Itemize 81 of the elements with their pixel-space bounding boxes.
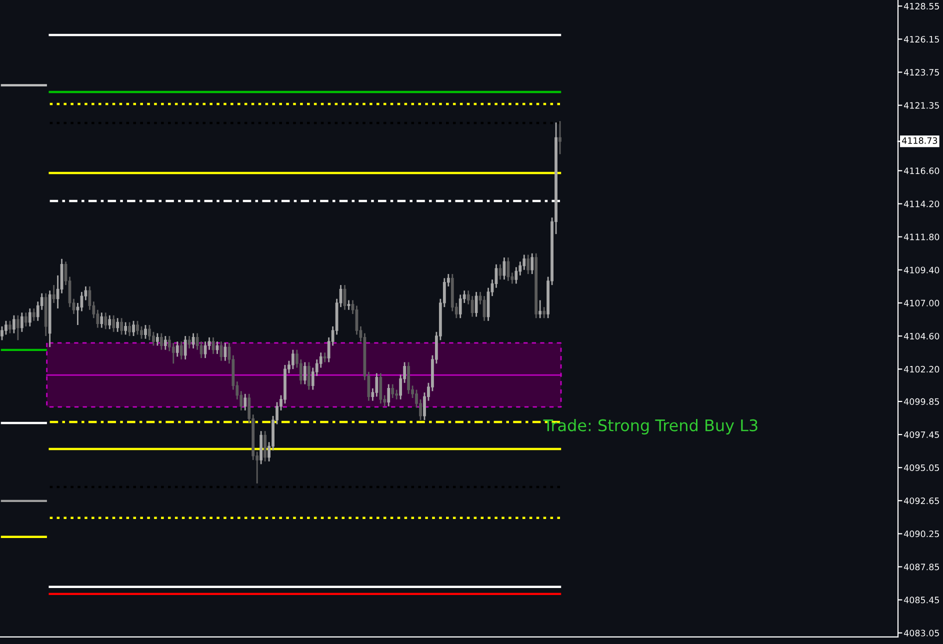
y-tick-label: 4123.75 bbox=[904, 69, 939, 76]
candlestick bbox=[391, 384, 394, 399]
candlestick bbox=[156, 332, 159, 346]
candlestick bbox=[208, 336, 211, 350]
candlestick bbox=[24, 312, 28, 328]
candlestick bbox=[148, 324, 151, 341]
y-tick-label: 4114.20 bbox=[904, 200, 940, 208]
candlestick bbox=[100, 312, 104, 328]
candlestick bbox=[303, 362, 306, 385]
candlestick bbox=[112, 314, 116, 333]
candlestick bbox=[16, 314, 20, 341]
candlestick bbox=[224, 342, 227, 362]
candlestick bbox=[506, 256, 510, 282]
candlestick bbox=[319, 352, 322, 368]
candlestick bbox=[176, 340, 179, 358]
candlestick bbox=[4, 320, 8, 336]
candlestick bbox=[375, 372, 378, 398]
y-tick-label: 4083.05 bbox=[904, 630, 939, 636]
candlestick bbox=[470, 295, 474, 318]
candlestick bbox=[184, 335, 187, 360]
candlestick bbox=[160, 332, 163, 350]
candlestick bbox=[542, 306, 546, 319]
y-tick-label: 4104.60 bbox=[904, 332, 940, 340]
candlestick bbox=[379, 372, 382, 404]
candlestick bbox=[20, 312, 24, 333]
candlestick bbox=[80, 291, 84, 312]
candlestick bbox=[32, 308, 36, 322]
candlestick bbox=[292, 349, 294, 370]
candlestick bbox=[530, 252, 534, 275]
candlestick bbox=[347, 300, 350, 311]
candlestick bbox=[558, 120, 562, 155]
candlestick bbox=[104, 312, 108, 330]
annotation: Trade: Strong Trend Buy L3 bbox=[543, 419, 758, 434]
candlestick bbox=[538, 300, 542, 319]
candlestick bbox=[136, 320, 139, 336]
candlestick bbox=[387, 384, 390, 407]
candlestick bbox=[514, 266, 518, 284]
candlestick bbox=[124, 322, 127, 336]
candlestick bbox=[307, 362, 310, 390]
y-tick-label: 4102.20 bbox=[904, 366, 940, 373]
candlestick bbox=[132, 320, 135, 337]
y-tick-label: 4090.25 bbox=[904, 530, 939, 538]
candlestick bbox=[164, 335, 167, 350]
y-tick-label: 4116.60 bbox=[904, 168, 940, 174]
candlestick bbox=[128, 322, 131, 337]
candlestick bbox=[172, 342, 175, 364]
y-tick-label: 4111.80 bbox=[904, 234, 940, 240]
candlestick bbox=[526, 254, 530, 275]
candlestick bbox=[188, 335, 191, 350]
y-tick-label: 4087.85 bbox=[904, 564, 939, 570]
candlestick bbox=[8, 320, 12, 334]
candlestick bbox=[140, 326, 143, 340]
y-tick-label: 4121.35 bbox=[904, 102, 939, 109]
candlestick bbox=[88, 286, 92, 311]
candlestick bbox=[264, 430, 266, 462]
candlestick bbox=[180, 340, 183, 360]
candlestick bbox=[244, 393, 247, 412]
candlestick bbox=[108, 314, 112, 330]
y-tick-label: 4109.40 bbox=[904, 266, 940, 274]
y-tick-label: 4085.45 bbox=[904, 596, 939, 604]
candlestick bbox=[0, 326, 4, 341]
y-tick-label: 4107.00 bbox=[904, 300, 940, 306]
ref-line-label: 4118.73 bbox=[902, 137, 938, 144]
y-tick-label: 4126.15 bbox=[904, 36, 939, 43]
y-tick-label: 4092.65 bbox=[904, 497, 939, 504]
candlestick bbox=[116, 317, 120, 333]
y-tick-label: 4128.55 bbox=[904, 2, 939, 10]
y-tick-label: 4099.85 bbox=[904, 398, 939, 405]
candlestick bbox=[192, 332, 195, 350]
candlestick bbox=[120, 317, 124, 336]
candlestick bbox=[152, 331, 155, 346]
candlestick bbox=[323, 352, 326, 363]
candlestick bbox=[407, 362, 410, 395]
candlestick bbox=[144, 324, 147, 340]
candlestick bbox=[52, 284, 56, 304]
candlestick bbox=[458, 294, 462, 319]
candlestick bbox=[12, 314, 16, 334]
candlestick bbox=[28, 308, 32, 328]
y-tick-label: 4097.45 bbox=[904, 431, 939, 438]
y-tick-label: 4095.05 bbox=[904, 464, 939, 472]
candlestick bbox=[498, 264, 502, 280]
